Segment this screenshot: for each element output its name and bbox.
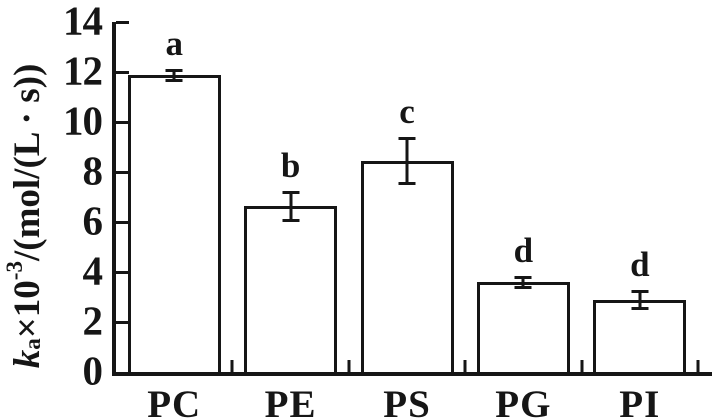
x-axis-label-pi: PI xyxy=(619,383,661,419)
significance-letter-ps: c xyxy=(399,92,415,132)
y-axis-tick xyxy=(116,220,129,224)
error-bar-pg xyxy=(521,277,525,287)
x-axis-tick xyxy=(230,360,234,374)
y-axis-tick-label: 6 xyxy=(82,197,104,244)
y-axis-tick xyxy=(116,20,129,24)
y-axis-tick xyxy=(116,270,129,274)
error-bar-cap-top-pc xyxy=(165,68,183,72)
y-axis-tick xyxy=(116,70,129,74)
error-bar-cap-top-pg xyxy=(514,276,532,279)
y-axis-tick-label: 2 xyxy=(82,297,104,344)
y-axis-tick xyxy=(116,170,129,174)
significance-letter-pc: a xyxy=(165,23,183,63)
bar-pc xyxy=(127,74,221,372)
bar-pg xyxy=(476,282,570,372)
error-bar-cap-top-pe xyxy=(282,191,300,194)
error-bar-cap-bottom-pi xyxy=(631,307,649,311)
error-bar-cap-bottom-pe xyxy=(282,218,300,222)
x-axis-tick xyxy=(696,360,700,374)
y-axis-tick-label: 8 xyxy=(82,147,104,194)
error-bar-cap-top-pi xyxy=(631,289,649,293)
error-bar-cap-bottom-ps xyxy=(398,182,416,186)
error-bar-cap-bottom-pg xyxy=(514,286,532,289)
error-bar-pi xyxy=(638,290,642,309)
y-axis-tick xyxy=(116,120,129,124)
x-axis-label-pc: PC xyxy=(147,383,202,419)
x-axis-tick xyxy=(580,360,584,374)
error-bar-pe xyxy=(289,192,293,220)
error-bar-cap-top-ps xyxy=(398,137,416,141)
error-bar-pc xyxy=(172,69,176,80)
error-bar-ps xyxy=(405,138,409,184)
bar-pe xyxy=(244,205,338,372)
y-axis-line xyxy=(112,22,116,376)
significance-letter-pe: b xyxy=(280,146,301,185)
y-axis-tick-label: 0 xyxy=(82,347,104,394)
y-axis-tick-label: 10 xyxy=(63,97,103,144)
y-axis-tick-label: 12 xyxy=(63,47,103,94)
y-axis-tick xyxy=(116,320,129,324)
x-axis-tick xyxy=(347,360,351,374)
bar-ps xyxy=(360,160,454,372)
bar-pi xyxy=(593,299,687,372)
significance-letter-pi: d xyxy=(630,244,650,284)
y-axis-tick-label: 4 xyxy=(82,247,104,294)
x-axis-label-ps: PS xyxy=(383,383,431,419)
x-axis-line xyxy=(112,372,712,376)
x-axis-label-pe: PE xyxy=(264,383,317,419)
error-bar-cap-bottom-pc xyxy=(165,78,183,82)
x-axis-label-pg: PG xyxy=(495,383,552,419)
y-axis-tick-label: 14 xyxy=(63,0,103,44)
significance-letter-pg: d xyxy=(513,231,534,270)
x-axis-tick xyxy=(463,360,467,374)
